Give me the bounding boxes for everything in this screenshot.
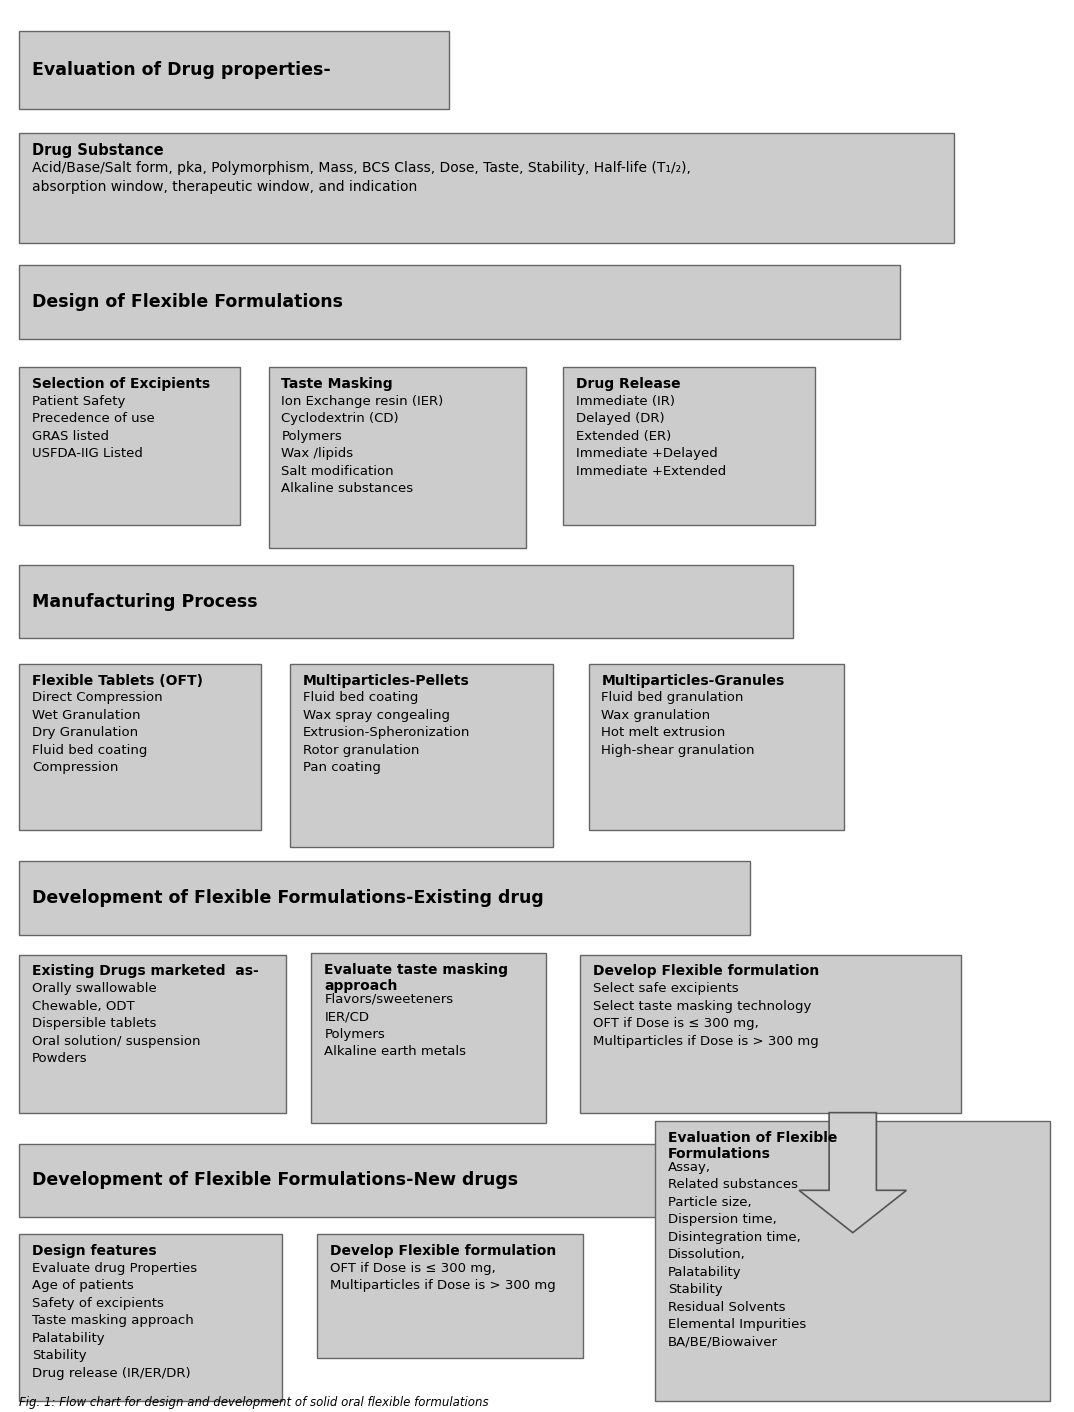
- Text: Development of Flexible Formulations-Existing drug: Development of Flexible Formulations-Exi…: [32, 890, 543, 907]
- Text: Ion Exchange resin (IER)
Cyclodextrin (CD)
Polymers
Wax /lipids
Salt modificatio: Ion Exchange resin (IER) Cyclodextrin (C…: [281, 394, 444, 496]
- Text: Development of Flexible Formulations-New drugs: Development of Flexible Formulations-New…: [32, 1172, 519, 1189]
- Text: Drug Substance: Drug Substance: [32, 143, 164, 158]
- Text: Immediate (IR)
Delayed (DR)
Extended (ER)
Immediate +Delayed
Immediate +Extended: Immediate (IR) Delayed (DR) Extended (ER…: [576, 394, 726, 477]
- FancyBboxPatch shape: [19, 565, 793, 638]
- FancyBboxPatch shape: [563, 367, 815, 525]
- Text: Orally swallowable
Chewable, ODT
Dispersible tablets
Oral solution/ suspension
P: Orally swallowable Chewable, ODT Dispers…: [32, 981, 201, 1065]
- Text: Develop Flexible formulation: Develop Flexible formulation: [593, 964, 819, 979]
- Text: Patient Safety
Precedence of use
GRAS listed
USFDA-IIG Listed: Patient Safety Precedence of use GRAS li…: [32, 394, 155, 460]
- Text: Evaluate drug Properties
Age of patients
Safety of excipients
Taste masking appr: Evaluate drug Properties Age of patients…: [32, 1261, 198, 1380]
- FancyBboxPatch shape: [19, 31, 449, 109]
- Text: Multiparticles-Granules: Multiparticles-Granules: [601, 674, 785, 688]
- FancyBboxPatch shape: [580, 955, 961, 1113]
- FancyBboxPatch shape: [19, 861, 750, 935]
- FancyBboxPatch shape: [317, 1234, 583, 1358]
- FancyBboxPatch shape: [311, 953, 546, 1123]
- Text: Selection of Excipients: Selection of Excipients: [32, 377, 211, 391]
- Text: OFT if Dose is ≤ 300 mg,
Multiparticles if Dose is > 300 mg: OFT if Dose is ≤ 300 mg, Multiparticles …: [330, 1261, 555, 1292]
- FancyBboxPatch shape: [655, 1121, 1050, 1401]
- Text: Fig. 1: Flow chart for design and development of solid oral flexible formulation: Fig. 1: Flow chart for design and develo…: [19, 1396, 489, 1409]
- FancyBboxPatch shape: [589, 664, 844, 830]
- Text: Select safe excipients
Select taste masking technology
OFT if Dose is ≤ 300 mg,
: Select safe excipients Select taste mask…: [593, 981, 818, 1048]
- Polygon shape: [799, 1113, 906, 1233]
- Text: Drug Release: Drug Release: [576, 377, 680, 391]
- Text: Existing Drugs marketed  as-: Existing Drugs marketed as-: [32, 964, 259, 979]
- Text: Design of Flexible Formulations: Design of Flexible Formulations: [32, 294, 344, 311]
- Text: Assay,
Related substances
Particle size,
Dispersion time,
Disintegration time,
D: Assay, Related substances Particle size,…: [668, 1161, 807, 1348]
- FancyBboxPatch shape: [19, 955, 286, 1113]
- Text: Fluid bed coating
Wax spray congealing
Extrusion-Spheronization
Rotor granulatio: Fluid bed coating Wax spray congealing E…: [303, 690, 470, 774]
- Text: Evaluate taste masking
approach: Evaluate taste masking approach: [324, 963, 508, 993]
- FancyBboxPatch shape: [19, 664, 261, 830]
- Text: Manufacturing Process: Manufacturing Process: [32, 593, 258, 610]
- Text: Fluid bed granulation
Wax granulation
Hot melt extrusion
High-shear granulation: Fluid bed granulation Wax granulation Ho…: [601, 690, 755, 757]
- Text: Evaluation of Flexible
Formulations: Evaluation of Flexible Formulations: [668, 1131, 838, 1161]
- FancyBboxPatch shape: [19, 1234, 282, 1401]
- Text: Flavors/sweeteners
IER/CD
Polymers
Alkaline earth metals: Flavors/sweeteners IER/CD Polymers Alkal…: [324, 993, 466, 1058]
- FancyBboxPatch shape: [19, 133, 954, 243]
- Text: Evaluation of Drug properties-: Evaluation of Drug properties-: [32, 61, 331, 79]
- Text: Multiparticles-Pellets: Multiparticles-Pellets: [303, 674, 469, 688]
- Text: Flexible Tablets (OFT): Flexible Tablets (OFT): [32, 674, 203, 688]
- Text: Design features: Design features: [32, 1244, 157, 1258]
- FancyBboxPatch shape: [290, 664, 553, 847]
- Text: Taste Masking: Taste Masking: [281, 377, 393, 391]
- FancyBboxPatch shape: [19, 367, 240, 525]
- Text: Acid/Base/Salt form, pka, Polymorphism, Mass, BCS Class, Dose, Taste, Stability,: Acid/Base/Salt form, pka, Polymorphism, …: [32, 161, 691, 193]
- FancyBboxPatch shape: [19, 265, 900, 339]
- Text: Direct Compression
Wet Granulation
Dry Granulation
Fluid bed coating
Compression: Direct Compression Wet Granulation Dry G…: [32, 690, 163, 774]
- Text: Develop Flexible formulation: Develop Flexible formulation: [330, 1244, 556, 1258]
- FancyBboxPatch shape: [268, 367, 526, 548]
- FancyBboxPatch shape: [19, 1144, 664, 1217]
